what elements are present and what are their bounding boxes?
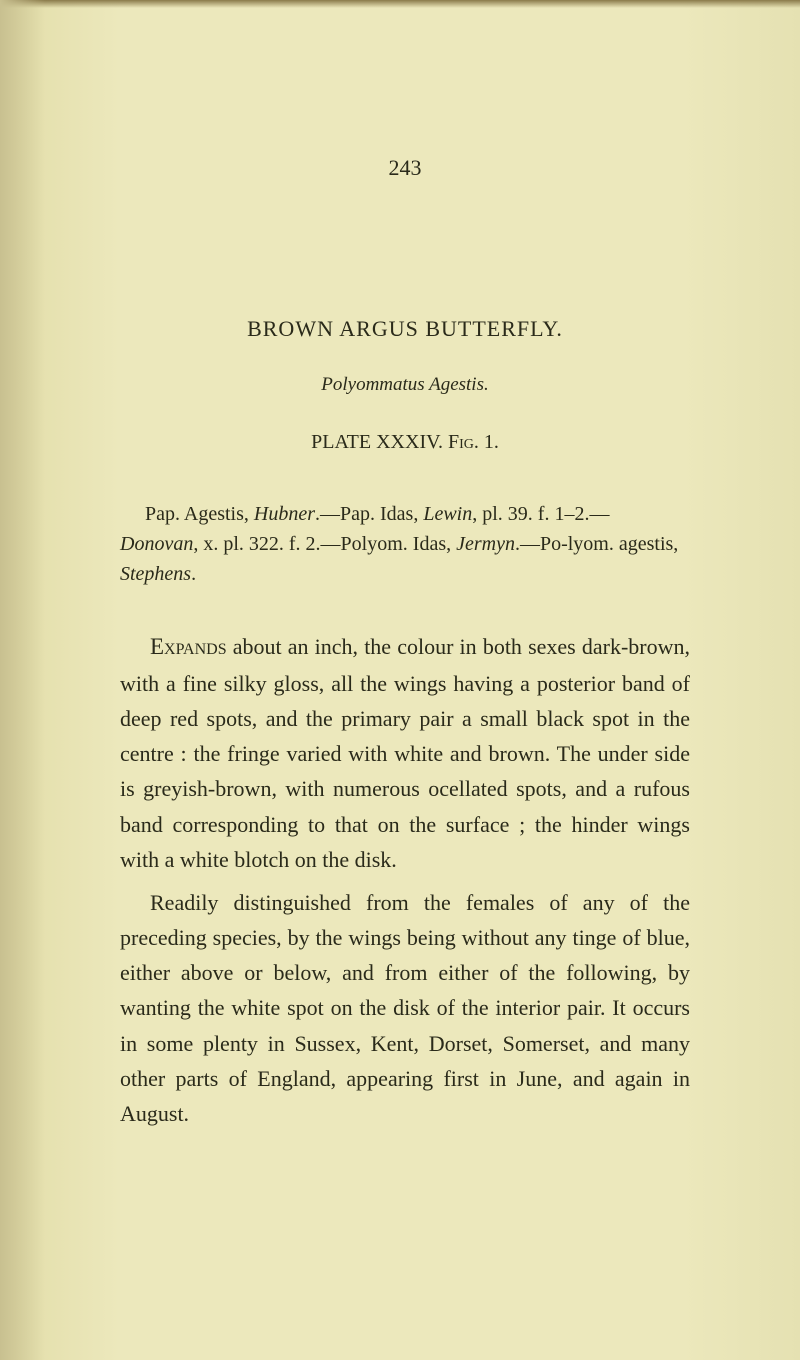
paragraph-lead: Expands xyxy=(150,634,227,659)
citation-references: Pap. Agestis, Hubner.—Pap. Idas, Lewin, … xyxy=(120,499,690,589)
scientific-name: Polyommatus Agestis. xyxy=(120,374,690,396)
plate-reference: PLATE XXXIV. Fig. 1. xyxy=(120,431,690,454)
description-paragraph-1: Expands about an inch, the colour in bot… xyxy=(120,629,690,877)
description-paragraph-2: Readily distinguished from the females o… xyxy=(120,885,690,1131)
figure-number: Fig. 1. xyxy=(448,431,499,453)
paragraph-body: about an inch, the colour in both sexes … xyxy=(120,634,690,872)
entry-title: BROWN ARGUS BUTTERFLY. xyxy=(120,316,690,342)
book-page: 243 BROWN ARGUS BUTTERFLY. Polyommatus A… xyxy=(0,0,800,1360)
plate-number: PLATE XXXIV. xyxy=(311,431,443,453)
page-number: 243 xyxy=(120,155,690,181)
